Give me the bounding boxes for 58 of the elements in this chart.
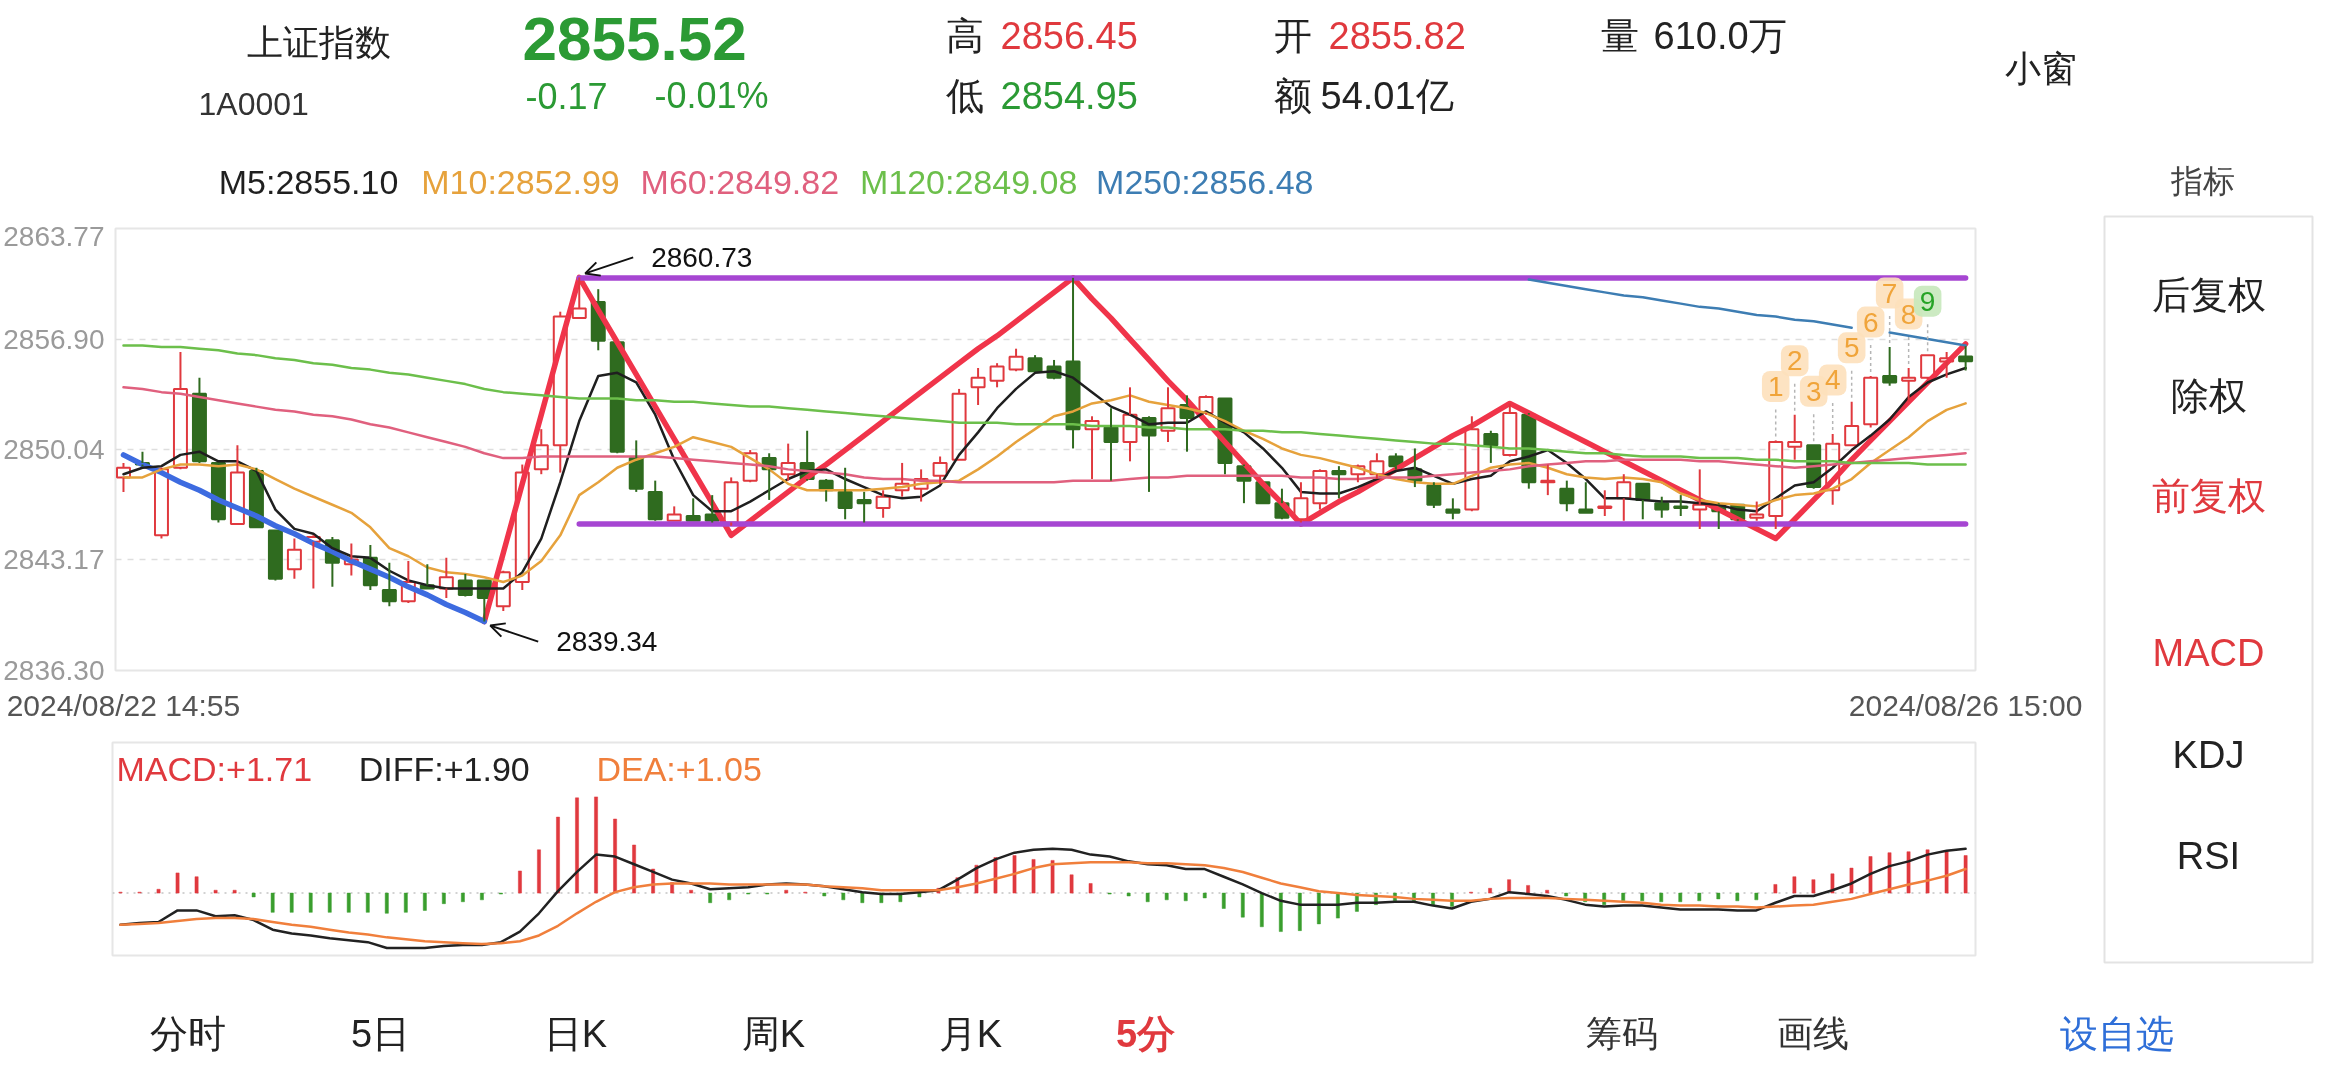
- y-tick-label: 2850.04: [3, 433, 105, 465]
- annotation: 1: [1767, 370, 1784, 402]
- text: 分时: [149, 1012, 226, 1055]
- text: M250:2856.48: [1096, 162, 1314, 201]
- text: 上证指数: [246, 22, 391, 63]
- text: 2854.95: [1000, 75, 1138, 117]
- annotation: 8: [1900, 298, 1917, 330]
- text: 量: [1600, 14, 1639, 57]
- annotation: 2860.73: [651, 241, 753, 273]
- text: 高: [945, 14, 984, 57]
- y-tick-label: 2836.30: [3, 655, 105, 686]
- text: 5分: [1115, 1012, 1176, 1055]
- text: M120:2849.08: [859, 162, 1078, 201]
- text: 月K: [938, 1012, 1003, 1055]
- text: M10:2852.99: [421, 162, 620, 201]
- x-tick-label: 2024/08/22 14:55: [6, 688, 241, 722]
- text: DIFF:+1.90: [358, 749, 530, 788]
- annotation: 4: [1824, 364, 1841, 396]
- annotation: 5: [1843, 332, 1860, 364]
- text: RSI: [2176, 834, 2241, 877]
- text: 开: [1273, 14, 1312, 57]
- annotation: 2839.34: [556, 626, 658, 658]
- text: 前复权: [2151, 474, 2266, 517]
- annotation: 9: [1919, 285, 1936, 317]
- text: M5:2855.10: [218, 162, 399, 201]
- y-tick-label: 2856.90: [3, 323, 105, 355]
- text: 筹码: [1585, 1013, 1658, 1054]
- text: 指标: [2169, 162, 2235, 199]
- text: 610.0万: [1653, 14, 1787, 57]
- text: KDJ: [2172, 733, 2245, 776]
- text: 后复权: [2151, 273, 2266, 316]
- annotation: 6: [1862, 306, 1879, 338]
- text: 2855.82: [1328, 15, 1466, 57]
- text: 2855.52: [522, 3, 747, 73]
- text: -0.01%: [654, 75, 769, 116]
- text: MACD:+1.71: [116, 749, 313, 788]
- text: 1A0001: [198, 85, 309, 122]
- text: DEA:+1.05: [596, 749, 762, 788]
- annotation: 2: [1786, 345, 1803, 377]
- text: 设自选: [2059, 1012, 2174, 1055]
- y-tick-label: 2863.77: [3, 220, 105, 252]
- text: -0.17: [525, 75, 608, 117]
- text: 2856.45: [1000, 15, 1138, 57]
- text: 除权: [2170, 374, 2247, 417]
- annotation: 3: [1805, 375, 1822, 407]
- text: 周K: [741, 1012, 806, 1055]
- text: M60:2849.82: [640, 162, 840, 201]
- text: 5日: [350, 1012, 411, 1055]
- text: MACD: [2152, 631, 2265, 674]
- text: 低: [945, 74, 984, 117]
- text: 额: [1273, 74, 1312, 117]
- annotation: 7: [1881, 277, 1898, 309]
- text: 54.01亿: [1320, 74, 1454, 117]
- text: 小窗: [2004, 48, 2077, 89]
- y-tick-label: 2843.17: [3, 544, 105, 576]
- x-tick-label: 2024/08/26 15:00: [1848, 688, 2083, 722]
- text: 日K: [543, 1012, 608, 1055]
- text: 画线: [1776, 1013, 1849, 1054]
